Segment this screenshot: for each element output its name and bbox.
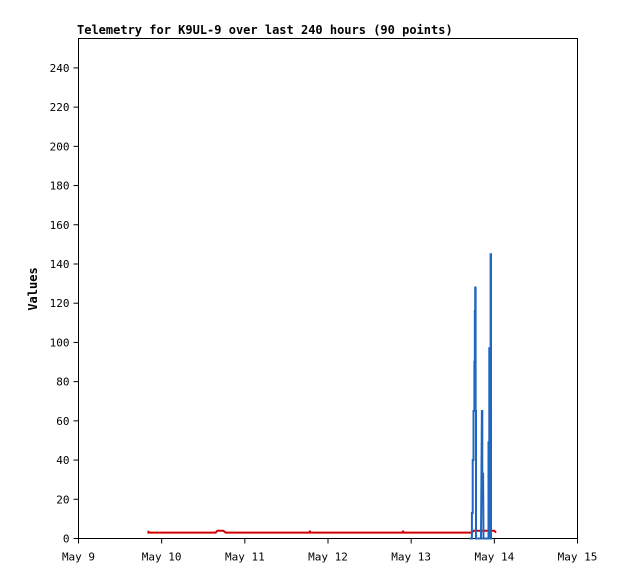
x-tick-label: May 15	[558, 551, 598, 564]
y-tick-label: 0	[63, 533, 70, 546]
y-tick-label: 40	[56, 454, 69, 467]
x-axis-ticks: May 9 May 10 May 11 May 12 May 13 May 14 May 1…	[62, 538, 598, 564]
y-tick-label: 240	[50, 62, 70, 75]
series-layer	[147, 253, 497, 540]
y-tick-label: 200	[50, 140, 70, 153]
x-tick-label: May 14	[474, 551, 514, 564]
y-tick-label: 160	[50, 219, 70, 232]
chart-title: Telemetry for K9UL-9 over last 240 hours…	[77, 23, 453, 37]
y-tick-label: 100	[50, 336, 70, 349]
x-tick-label: May 11	[225, 551, 265, 564]
y-axis-label: Values	[26, 267, 40, 310]
series-line-blue	[469, 253, 492, 540]
plot-frame	[78, 38, 578, 539]
x-tick-label: May 10	[142, 551, 182, 564]
x-tick-label: May 9	[62, 551, 95, 564]
y-tick-label: 80	[56, 376, 69, 389]
x-tick-label: May 13	[391, 551, 431, 564]
y-tick-label: 120	[50, 297, 70, 310]
y-tick-label: 220	[50, 101, 70, 114]
x-tick-label: May 12	[308, 551, 348, 564]
y-tick-label: 140	[50, 258, 70, 271]
y-axis-ticks: 0 20 40 60 80 100 120 140 160 180 200 220 240	[50, 62, 79, 546]
y-tick-label: 20	[56, 493, 69, 506]
y-tick-label: 60	[56, 415, 69, 428]
series-line-red	[147, 529, 497, 534]
y-tick-label: 180	[50, 180, 70, 193]
